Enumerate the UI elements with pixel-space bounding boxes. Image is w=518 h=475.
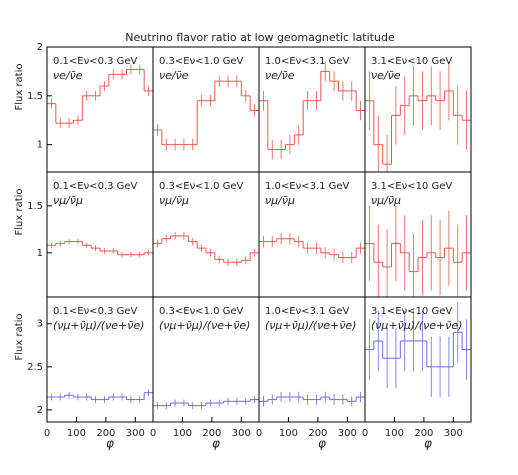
y-tick-label: 1 bbox=[37, 140, 43, 151]
energy-label: 0.3<Eν<1.0 GeV bbox=[159, 306, 244, 317]
panel bbox=[153, 232, 259, 266]
x-tick-label: 100 bbox=[279, 428, 298, 439]
x-tick-label: 0 bbox=[44, 428, 50, 439]
panel bbox=[47, 389, 153, 404]
ratio-label: νμ/ν̄μ bbox=[53, 194, 83, 207]
y-tick-label: 3 bbox=[37, 319, 43, 330]
y-tick-label: 2 bbox=[37, 405, 43, 416]
panel-frame bbox=[364, 296, 472, 423]
energy-label: 1.0<Eν<3.1 GeV bbox=[265, 181, 350, 192]
y-tick-label: 1.5 bbox=[27, 201, 43, 212]
y-tick-label: 1 bbox=[37, 248, 43, 259]
y-tick-label: 2.5 bbox=[27, 362, 43, 373]
x-tick-label: 200 bbox=[96, 428, 115, 439]
panel bbox=[153, 396, 259, 410]
ratio-label: νe/ν̄e bbox=[371, 69, 401, 82]
x-tick-label: 200 bbox=[202, 428, 221, 439]
panel bbox=[47, 238, 153, 258]
y-tick-label: 2 bbox=[37, 42, 43, 53]
panel bbox=[153, 75, 259, 151]
energy-label: 3.1<Eν<10 GeV bbox=[371, 56, 452, 67]
ratio-label: νe/ν̄e bbox=[265, 69, 295, 82]
panel bbox=[365, 302, 471, 397]
ratio-label: (νμ+ν̄μ)/(νe+ν̄e) bbox=[53, 319, 144, 332]
ratio-label: νe/ν̄e bbox=[53, 69, 83, 82]
x-tick-label: 0 bbox=[256, 428, 262, 439]
energy-label: 0.1<Eν<0.3 GeV bbox=[53, 306, 138, 317]
panel bbox=[259, 61, 365, 160]
energy-label: 1.0<Eν<3.1 GeV bbox=[265, 56, 350, 67]
ratio-label: (νμ+ν̄μ)/(νe+ν̄e) bbox=[371, 319, 462, 332]
x-tick-label: 300 bbox=[444, 428, 463, 439]
ratio-label: νμ/ν̄μ bbox=[159, 194, 189, 207]
y-tick-label: 1.5 bbox=[27, 91, 43, 102]
ratio-label: νμ/ν̄μ bbox=[371, 194, 401, 207]
y-axis-label: Flux ratio bbox=[14, 63, 25, 110]
x-tick-label: 100 bbox=[385, 428, 404, 439]
energy-label: 3.1<Eν<10 GeV bbox=[371, 306, 452, 317]
energy-label: 3.1<Eν<10 GeV bbox=[371, 181, 452, 192]
chart-title: Neutrino flavor ratio at low geomagnetic… bbox=[125, 31, 395, 44]
x-tick-label: 300 bbox=[338, 428, 357, 439]
panel bbox=[47, 64, 153, 129]
energy-label: 0.3<Eν<1.0 GeV bbox=[159, 56, 244, 67]
x-tick-label: 0 bbox=[362, 428, 368, 439]
x-axis-label: φ bbox=[106, 437, 114, 451]
x-tick-label: 200 bbox=[414, 428, 433, 439]
y-axis-label: Flux ratio bbox=[14, 188, 25, 235]
x-tick-label: 100 bbox=[173, 428, 192, 439]
ratio-label: νμ/ν̄μ bbox=[265, 194, 295, 207]
energy-label: 0.1<Eν<0.3 GeV bbox=[53, 56, 138, 67]
y-axis-label: Flux ratio bbox=[14, 313, 25, 360]
x-tick-label: 0 bbox=[150, 428, 156, 439]
x-axis-label: φ bbox=[424, 437, 432, 451]
energy-label: 1.0<Eν<3.1 GeV bbox=[265, 306, 350, 317]
x-axis-label: φ bbox=[212, 437, 220, 451]
energy-label: 0.3<Eν<1.0 GeV bbox=[159, 181, 244, 192]
x-tick-label: 300 bbox=[232, 428, 251, 439]
x-tick-label: 100 bbox=[67, 428, 86, 439]
panel bbox=[259, 391, 365, 407]
x-axis-label: φ bbox=[318, 437, 326, 451]
ratio-label: (νμ+ν̄μ)/(νe+ν̄e) bbox=[265, 319, 356, 332]
x-tick-label: 300 bbox=[126, 428, 145, 439]
panel bbox=[365, 205, 471, 297]
ratio-label: (νμ+ν̄μ)/(νe+ν̄e) bbox=[159, 319, 250, 332]
x-tick-label: 200 bbox=[308, 428, 327, 439]
ratio-label: νe/ν̄e bbox=[159, 69, 189, 82]
energy-label: 0.1<Eν<0.3 GeV bbox=[53, 181, 138, 192]
panel bbox=[259, 233, 365, 264]
panel bbox=[365, 61, 471, 172]
